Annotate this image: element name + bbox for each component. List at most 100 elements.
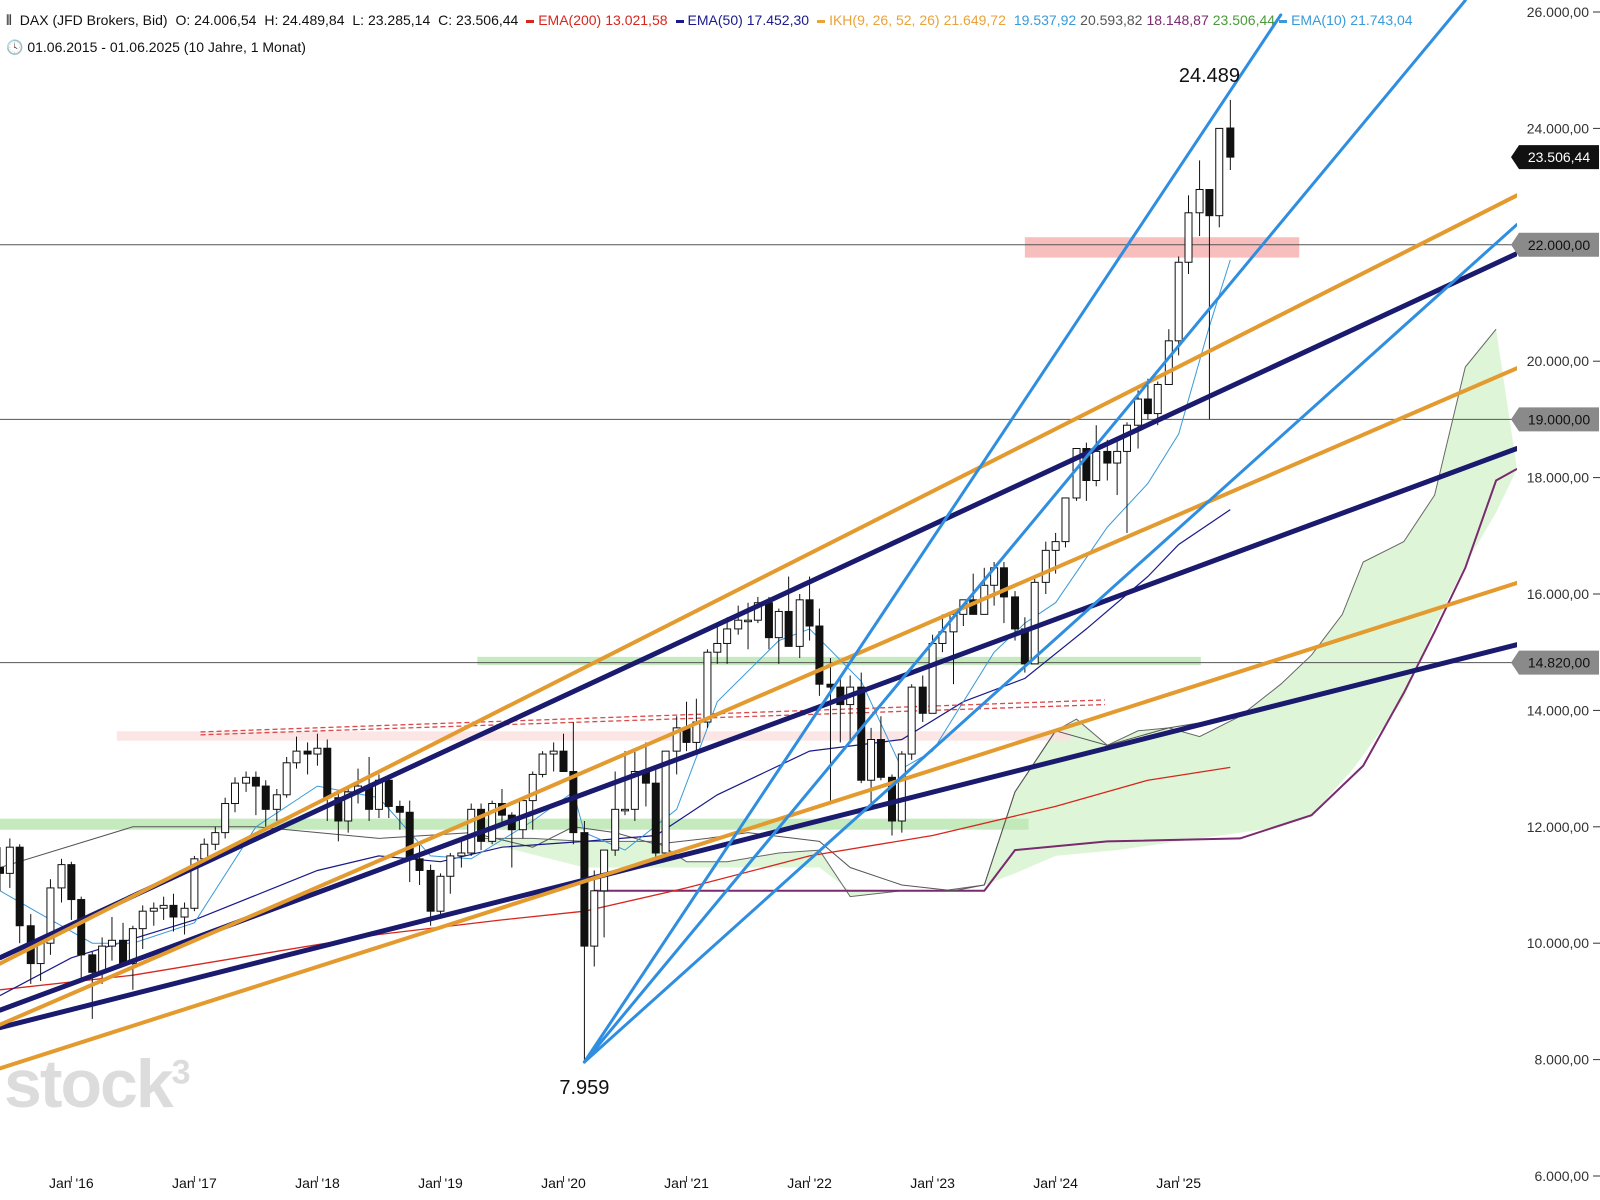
candle-up bbox=[528, 773, 537, 802]
candle-up bbox=[907, 686, 916, 755]
candle-up bbox=[190, 858, 199, 909]
candle-up bbox=[436, 875, 445, 912]
candle-down bbox=[477, 808, 486, 842]
candle-down bbox=[857, 686, 866, 781]
indicator-2-value: 21.649,72 bbox=[943, 12, 1006, 28]
candle-up bbox=[107, 939, 116, 947]
chart-header: ⫴ DAX (JFD Brokers, Bid) O: 24.006,54 H:… bbox=[6, 12, 1425, 29]
date-range: 🕓 01.06.2015 - 01.06.2025 (10 Jahre, 1 M… bbox=[6, 39, 306, 56]
indicator-1[interactable]: EMA(50) 17.452,30 bbox=[675, 12, 814, 28]
indicator-0-value: 13.021,58 bbox=[605, 12, 668, 28]
trendline-navy bbox=[0, 642, 1517, 1031]
indicator-0[interactable]: EMA(200) 13.021,58 bbox=[526, 12, 671, 28]
candle-up bbox=[242, 776, 251, 784]
candle-up bbox=[272, 794, 281, 810]
ema200-line bbox=[0, 766, 1231, 991]
candle-up bbox=[457, 852, 466, 857]
candle-up bbox=[661, 750, 670, 854]
price-tag-label: 23.506,44 bbox=[1528, 149, 1590, 165]
candle-up bbox=[230, 782, 239, 805]
indicator-2-label: IKH(9, 26, 52, 26) bbox=[829, 12, 940, 28]
x-tick-label: Jan '16 bbox=[49, 1175, 94, 1191]
candle-up bbox=[446, 855, 455, 877]
candle-down bbox=[1011, 596, 1020, 630]
candle-up bbox=[1061, 497, 1070, 543]
candle-up bbox=[159, 904, 168, 909]
candle-up bbox=[1051, 541, 1060, 551]
dashed-resistance-line bbox=[200, 699, 1105, 733]
y-tick-label: 26.000,00 bbox=[1527, 4, 1589, 20]
indicator-ema10-label: EMA(10) bbox=[1291, 12, 1347, 28]
candle-down bbox=[805, 599, 814, 627]
trendline-blue bbox=[582, 222, 1517, 1064]
clock-icon: 🕓 bbox=[6, 39, 24, 55]
candle-up bbox=[723, 628, 732, 644]
y-tick-label: 6.000,00 bbox=[1535, 1168, 1590, 1184]
x-tick-label: Jan '19 bbox=[418, 1175, 463, 1191]
candle-up bbox=[1134, 398, 1143, 426]
indicator-ema10[interactable]: EMA(10) 21.743,04 bbox=[1279, 12, 1417, 28]
candle-up bbox=[1092, 450, 1101, 482]
ikh-extra-value: 19.537,92 bbox=[1013, 12, 1077, 28]
trendline-orange bbox=[0, 580, 1517, 1071]
price-tag-label: 22.000,00 bbox=[1528, 237, 1590, 253]
candle-up bbox=[867, 739, 876, 781]
high-value: H: 24.489,84 bbox=[264, 12, 345, 28]
indicator-1-label: EMA(50) bbox=[687, 12, 743, 28]
candle-up bbox=[703, 651, 712, 723]
chart-type-icon[interactable]: ⫴ bbox=[6, 12, 12, 28]
candle-up bbox=[630, 771, 639, 810]
y-tick-label: 14.000,00 bbox=[1527, 702, 1589, 718]
candle-down bbox=[999, 567, 1008, 598]
zone-resistance-light bbox=[116, 731, 1071, 741]
close-value: C: 23.506,44 bbox=[438, 12, 519, 28]
candle-up bbox=[672, 727, 681, 752]
candle-down bbox=[559, 750, 568, 773]
candle-down bbox=[169, 904, 178, 918]
indicator-2[interactable]: IKH(9, 26, 52, 26) 21.649,72 bbox=[817, 12, 1010, 28]
symbol-label[interactable]: DAX (JFD Brokers, Bid) bbox=[19, 12, 168, 28]
candle-up bbox=[1153, 383, 1162, 415]
candle-down bbox=[384, 779, 393, 807]
candle-down bbox=[815, 625, 824, 685]
candle-up bbox=[621, 808, 630, 812]
candle-up bbox=[211, 832, 220, 845]
candle-up bbox=[200, 843, 209, 860]
x-tick-label: Jan '17 bbox=[172, 1175, 217, 1191]
y-tick-label: 24.000,00 bbox=[1527, 120, 1589, 136]
candle-up bbox=[549, 750, 558, 755]
low-value: L: 23.285,14 bbox=[352, 12, 431, 28]
candle-down bbox=[1143, 398, 1152, 415]
dashed-resistance-line bbox=[200, 703, 1105, 736]
candle-up bbox=[221, 803, 230, 834]
price-tag bbox=[1511, 407, 1599, 432]
candle-down bbox=[77, 899, 86, 956]
ichimoku-cloud bbox=[481, 329, 1517, 897]
candle-up bbox=[138, 910, 147, 930]
x-tick-label: Jan '21 bbox=[664, 1175, 709, 1191]
candle-up bbox=[344, 791, 353, 822]
candle-up bbox=[149, 907, 158, 912]
candle-up bbox=[488, 803, 497, 842]
candle-up bbox=[1030, 581, 1039, 665]
date-range-label: 01.06.2015 - 01.06.2025 (10 Jahre, 1 Mon… bbox=[27, 39, 306, 55]
y-tick-label: 8.000,00 bbox=[1535, 1052, 1590, 1068]
candle-up bbox=[600, 849, 609, 892]
candle-down bbox=[876, 739, 885, 778]
candle-down bbox=[395, 805, 404, 813]
candle-up bbox=[1215, 127, 1224, 217]
indicator-0-label: EMA(200) bbox=[538, 12, 602, 28]
ikh-extra-value: 18.148,87 bbox=[1146, 12, 1209, 28]
candle-down bbox=[580, 832, 589, 947]
y-tick-label: 12.000,00 bbox=[1527, 819, 1589, 835]
candle-up bbox=[46, 887, 55, 944]
annotation-label: 7.959 bbox=[559, 1077, 609, 1099]
price-tag-label: 14.820,00 bbox=[1528, 655, 1590, 671]
candle-down bbox=[334, 797, 343, 822]
candle-up bbox=[538, 753, 547, 775]
x-tick-label: Jan '24 bbox=[1033, 1175, 1078, 1191]
candle-up bbox=[774, 610, 783, 639]
candle-up bbox=[467, 808, 476, 854]
trendline-blue bbox=[582, 0, 1467, 1064]
